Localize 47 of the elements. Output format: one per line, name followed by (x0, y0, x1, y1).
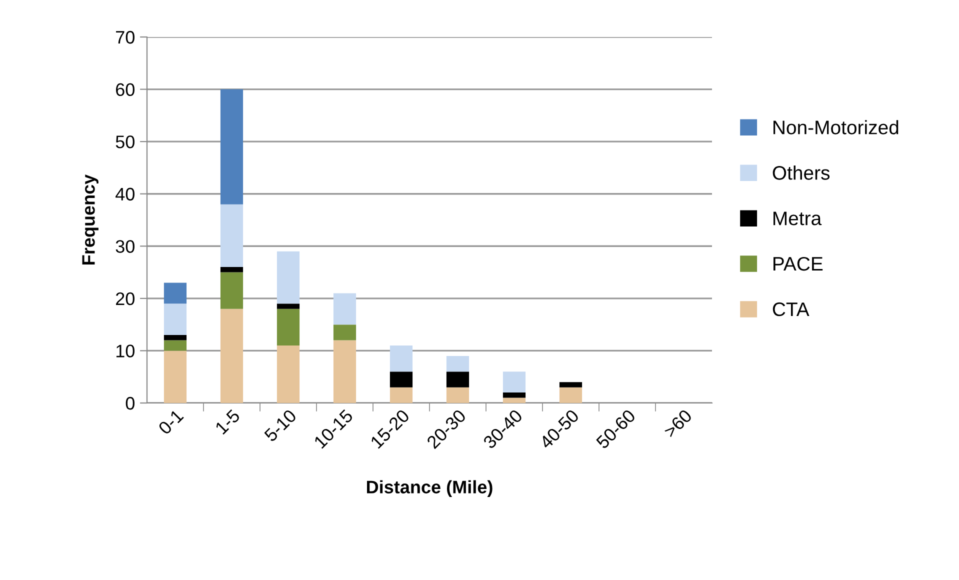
bar (276, 251, 300, 304)
y-tick-label: 60 (116, 83, 134, 96)
y-tick-label: 30 (116, 240, 134, 253)
legend-label: PACE (774, 256, 823, 271)
bar (333, 324, 356, 340)
bar (502, 398, 526, 403)
bar (502, 392, 526, 398)
y-tick-label: 10 (116, 344, 134, 358)
x-tick-label: 1-5 (214, 408, 241, 435)
x-axis-title: Distance (Mile) (367, 480, 492, 498)
bar (276, 345, 300, 403)
legend-label: Non-Motorized (774, 120, 898, 134)
bar (164, 335, 187, 340)
bar (164, 340, 187, 351)
x-tick-label: 5-10 (264, 408, 298, 442)
y-axis-title: Frequency (82, 174, 98, 264)
bar (559, 387, 582, 403)
bar (390, 372, 413, 388)
bar (502, 372, 526, 393)
y-tick-label: 40 (116, 188, 134, 201)
y-tick-label: 70 (116, 30, 134, 44)
y-tick-label: 50 (116, 136, 134, 148)
legend-label: Metra (774, 212, 822, 226)
legend-label: Others (772, 166, 830, 180)
bar (164, 304, 187, 336)
y-tick-label: 0 (126, 396, 134, 410)
x-tick-label: 0-1 (158, 408, 184, 436)
bar (333, 293, 356, 325)
bar (390, 387, 413, 403)
bar (164, 282, 187, 304)
bar (333, 340, 356, 403)
bar (220, 204, 244, 268)
bar (446, 356, 470, 372)
bar (164, 350, 187, 403)
legend-label: CTA (772, 302, 810, 316)
bar (220, 272, 244, 309)
bar (446, 387, 470, 403)
bar (220, 267, 244, 272)
bar (276, 308, 300, 346)
bar (559, 382, 582, 388)
bar (390, 345, 413, 372)
y-tick-label: 20 (116, 292, 134, 306)
bar (220, 89, 244, 204)
bar (220, 308, 244, 403)
bar (446, 372, 470, 388)
bar (276, 304, 300, 309)
x-tick-label: >60 (663, 408, 693, 438)
